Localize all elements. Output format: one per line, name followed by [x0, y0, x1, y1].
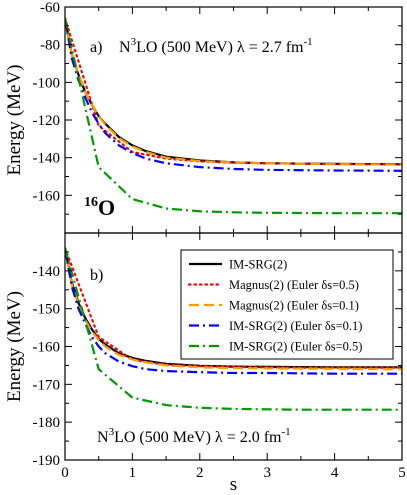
series-group [65, 247, 402, 411]
text-span: 16 [84, 195, 98, 210]
y-tick-label: -80 [40, 38, 60, 54]
x-tick-label: 3 [263, 465, 271, 481]
legend-label-4: IM-SRG(2) (Euler δs=0.5) [229, 340, 362, 354]
x-tick-label: 5 [398, 465, 406, 481]
series-line-4 [65, 18, 402, 215]
text-span: 3 [109, 426, 115, 438]
text-span: LO (500 MeV) λ = 2.7 fm [136, 39, 304, 56]
text-span: 3 [131, 36, 137, 48]
series-line-1 [65, 247, 402, 369]
legend-label-3: IM-SRG(2) (Euler δs=0.1) [229, 319, 362, 333]
series-line-2 [65, 18, 402, 166]
panel-label: b) [90, 267, 103, 284]
nucleus-label: 16O [84, 195, 115, 220]
legend-label-2: Magnus(2) (Euler δs=0.1) [229, 299, 359, 313]
y-axis-label: Energy (MeV) [4, 291, 25, 402]
text-span: LO (500 MeV) λ = 2.0 fm [114, 429, 282, 446]
y-tick-label: -140 [33, 264, 61, 280]
y-tick-label: -170 [33, 377, 61, 393]
annotation-text: N3LO (500 MeV) λ = 2.7 fm-1 [119, 36, 313, 56]
x-axis-label: s [230, 474, 237, 495]
panel-a-chart: -160 -140 -120 -100 -80 -60 a) N3LO (500 MeV) λ… [4, 0, 403, 234]
y-tick-label: -190 [33, 453, 61, 469]
y-tick-label: -100 [33, 75, 61, 91]
text-span: -1 [281, 426, 290, 438]
x-tick-label: 2 [196, 465, 204, 481]
y-tick-label: -160 [33, 340, 61, 356]
annotation-text: N3LO (500 MeV) λ = 2.0 fm-1 [97, 426, 291, 446]
x-tick-label: 4 [331, 465, 339, 481]
y-tick-label: -120 [33, 113, 61, 129]
text-span: N [97, 429, 109, 446]
panel-label: a) [90, 39, 102, 56]
text-span: N [119, 39, 131, 56]
legend-box [180, 249, 394, 360]
x-tick-label: 1 [129, 465, 137, 481]
series-group [65, 17, 402, 215]
y-tick-label: -150 [33, 302, 61, 318]
y-tick-label: -160 [33, 188, 61, 204]
y-tick-label: -140 [33, 151, 61, 167]
text-span: -1 [303, 36, 312, 48]
legend-label-0: IM-SRG(2) [229, 258, 287, 272]
series-line-3 [65, 247, 402, 375]
series-line-3 [65, 18, 402, 172]
legend: IM-SRG(2) Magnus(2) (Euler δs=0.5) Magnus(… [180, 249, 394, 360]
text-span: O [98, 195, 115, 220]
x-tick-label: 0 [61, 465, 69, 481]
y-tick-label: -180 [33, 415, 61, 431]
y-axis-label: Energy (MeV) [4, 65, 25, 176]
y-tick-label: -60 [40, 0, 60, 16]
legend-label-1: Magnus(2) (Euler δs=0.5) [229, 278, 359, 292]
series-line-4 [65, 247, 402, 411]
